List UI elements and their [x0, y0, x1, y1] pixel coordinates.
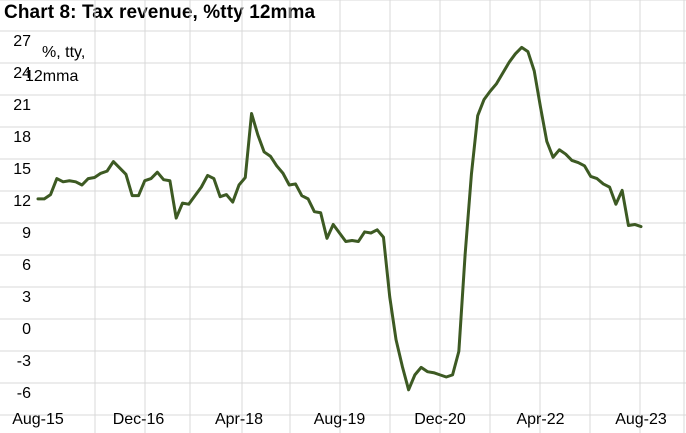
series-layer: [36, 45, 643, 392]
y-tick-label: -3: [17, 353, 31, 370]
x-tick-label: Aug-23: [615, 411, 667, 428]
y-axis-ticks: 27 24 21 18 15 12 9 6 3 0 -3 -6: [13, 33, 31, 402]
y-tick-label: 15: [13, 161, 31, 178]
y-axis-label-line: 12mma: [25, 68, 78, 85]
y-tick-label: 24: [13, 65, 31, 82]
x-tick-label: Apr-22: [516, 411, 564, 428]
x-tick-label: Aug-19: [314, 411, 366, 428]
series-line: [36, 45, 643, 392]
y-tick-label: -6: [17, 385, 31, 402]
x-tick-label: Dec-16: [113, 411, 165, 428]
chart-title: Chart 8: Tax revenue, %tty 12mma: [4, 2, 316, 23]
y-axis-label-line: %, tty,: [42, 44, 85, 61]
y-tick-label: 27: [13, 33, 31, 50]
y-tick-label: 9: [22, 225, 31, 242]
y-tick-label: 21: [13, 97, 31, 114]
y-tick-label: 6: [22, 257, 31, 274]
y-axis-label: %, tty, 12mma: [25, 44, 85, 85]
y-tick-label: 3: [22, 289, 31, 306]
x-tick-label: Dec-20: [414, 411, 466, 428]
x-tick-label: Apr-18: [215, 411, 263, 428]
x-tick-label: Aug-15: [12, 411, 64, 428]
x-axis-ticks: Aug-15 Dec-16 Apr-18 Aug-19 Dec-20 Apr-22 Aug-…: [12, 411, 667, 428]
y-tick-label: 0: [22, 321, 31, 338]
y-tick-label: 18: [13, 129, 31, 146]
y-tick-label: 12: [13, 193, 31, 210]
